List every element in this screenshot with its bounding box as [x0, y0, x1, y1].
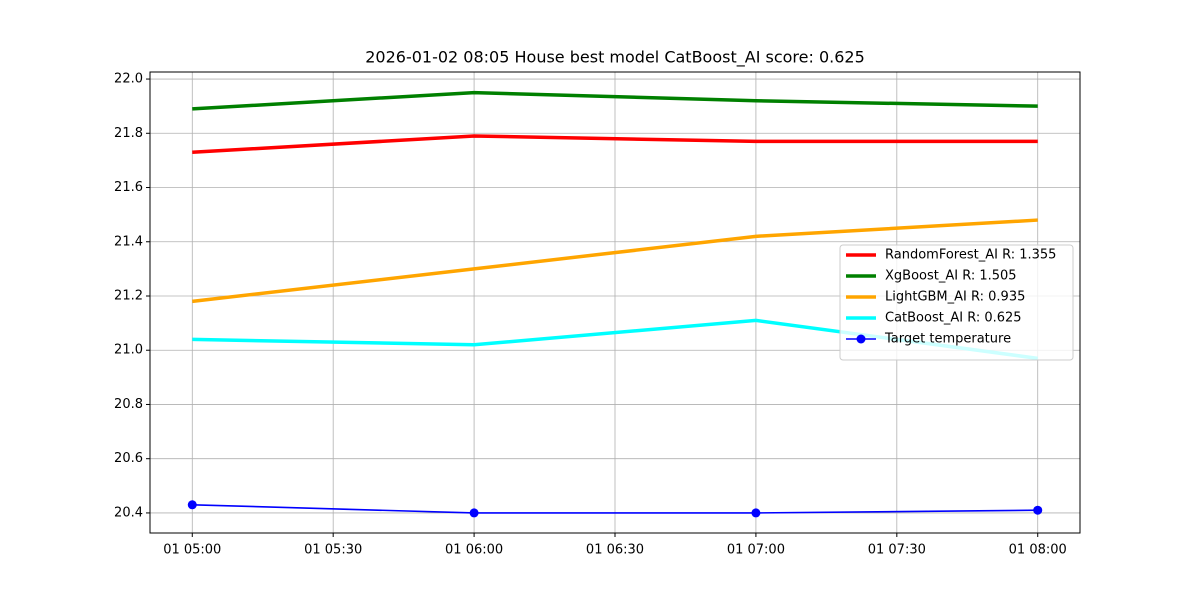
x-tick-label: 01 07:00: [727, 543, 785, 558]
y-tick-label: 21.8: [114, 126, 143, 141]
x-tick-label: 01 06:30: [586, 543, 644, 558]
x-tick-label: 01 07:30: [868, 543, 926, 558]
legend-label: XgBoost_AI R: 1.505: [885, 269, 1017, 284]
plot-frame: [149, 71, 1081, 534]
y-tick-label: 20.4: [114, 505, 143, 520]
point: [751, 508, 761, 518]
y-tick-label: 22.0: [114, 72, 143, 87]
legend-label: RandomForest_AI R: 1.355: [885, 248, 1056, 263]
legend-label: LightGBM_AI R: 0.935: [885, 290, 1025, 305]
point: [187, 500, 197, 510]
point: [1033, 505, 1043, 515]
legend-marker: [856, 334, 866, 344]
series-line: [192, 90, 1038, 111]
y-tick-label: 21.2: [114, 288, 143, 303]
x-tick-label: 01 08:00: [1009, 543, 1067, 558]
y-tick-label: 21.6: [114, 180, 143, 195]
x-tick-label: 01 06:00: [445, 543, 503, 558]
x-tick-label: 01 05:30: [304, 543, 362, 558]
y-tick-label: 21.4: [114, 234, 143, 249]
x-tick-label: 01 05:00: [163, 543, 221, 558]
legend-label: CatBoost_AI R: 0.625: [885, 311, 1022, 326]
y-tick-label: 21.0: [114, 343, 143, 358]
series-line: [192, 503, 1038, 514]
y-tick-label: 20.8: [114, 397, 143, 412]
series-line: [192, 218, 1038, 304]
legend-label: Target temperature: [884, 332, 1011, 347]
chart-title: 2026-01-02 08:05 House best model CatBoo…: [365, 48, 865, 68]
legend-box: [839, 244, 1074, 361]
legend: RandomForest_AI R: 1.355 XgBoost_AI R: 1.…: [839, 244, 1074, 361]
point: [469, 508, 479, 518]
y-tick-label: 20.6: [114, 451, 143, 466]
series-line: [192, 134, 1038, 155]
